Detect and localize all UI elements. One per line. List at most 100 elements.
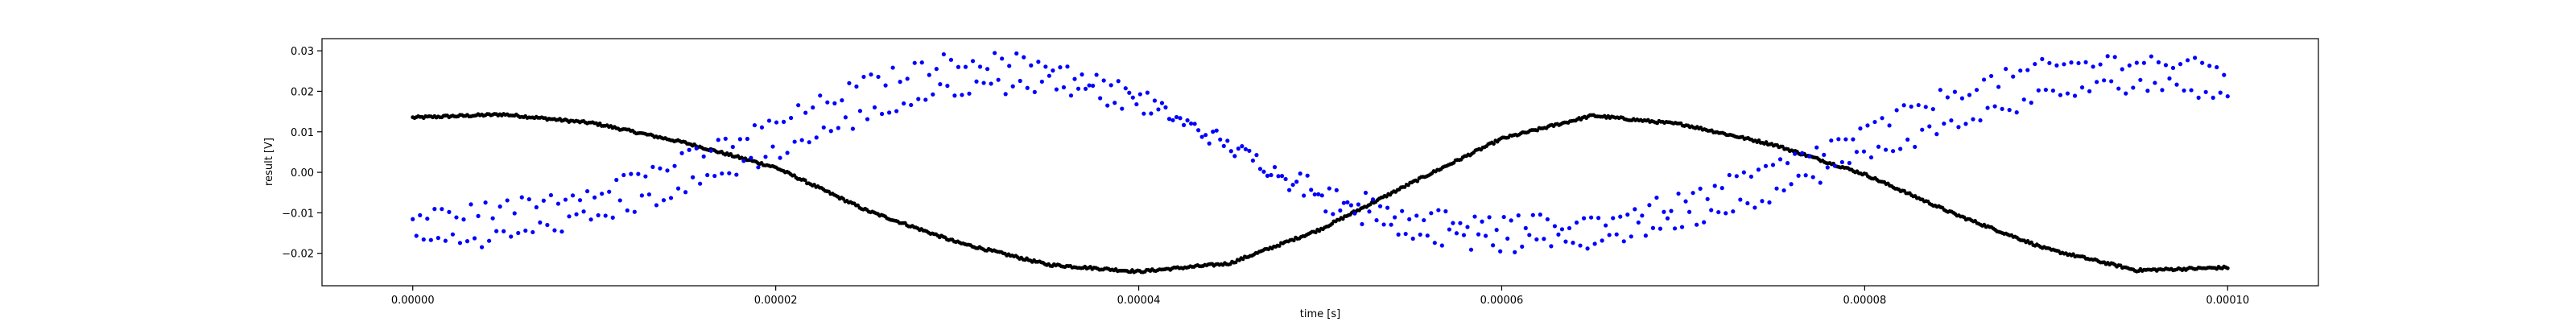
x-axis-label: time [s] [1300,308,1340,320]
x-tick-label: 0.00006 [1480,295,1524,307]
data-point [2095,80,2099,85]
data-point [799,138,804,142]
data-point [1574,220,1579,225]
data-point [1600,238,1604,243]
data-point [1516,213,1521,218]
data-point [872,105,877,110]
data-point [1592,241,1597,246]
data-point [421,237,426,242]
data-point [625,208,630,213]
data-point [418,213,423,217]
data-point [1752,205,1757,210]
data-point [861,74,866,80]
data-point [632,209,637,214]
data-point [996,77,1001,82]
data-point [1199,134,1204,139]
data-point [934,67,939,72]
data-point [814,135,819,140]
data-point [1313,230,1318,235]
data-point [1538,213,1542,217]
data-point [559,229,564,234]
axes-frame [321,38,2319,287]
data-point [2021,97,2026,102]
data-point [956,64,961,69]
data-point [1559,227,1565,232]
data-point [1046,73,1051,78]
data-point [1657,226,1663,231]
data-point [1898,146,1903,151]
data-point [1400,208,1405,213]
data-point [581,209,586,214]
data-point [1291,238,1296,243]
data-point [584,188,590,194]
data-point [487,238,492,243]
data-point [821,125,826,130]
data-point [2225,94,2230,99]
data-point [2079,85,2085,90]
data-point [516,230,521,236]
data-point [1130,95,1135,100]
data-point [985,67,990,72]
data-point [1581,216,1587,221]
y-tick-label: −0.02 [282,249,314,261]
data-point [1552,224,1558,229]
data-point [658,166,663,171]
data-point [857,109,863,113]
data-point [1672,226,1678,231]
data-point [1505,236,1510,241]
data-point [1527,233,1532,237]
data-point [2182,88,2186,93]
data-point [2072,93,2078,98]
data-point [1847,160,1852,166]
data-point [2120,67,2124,72]
data-point [1228,149,1233,154]
data-point [1166,117,1172,122]
data-point [1571,241,1575,246]
data-point [570,193,576,198]
data-point [1367,209,1372,214]
data-point [1777,157,1783,162]
data-point [1065,64,1070,69]
data-point [865,117,870,122]
data-point [1396,232,1401,237]
data-point [1192,122,1197,126]
data-point [1905,137,1910,142]
data-point [1261,169,1266,174]
data-point [1149,111,1154,116]
data-point [1868,155,1874,160]
data-point [1996,85,2001,89]
data-point [1793,151,1798,156]
data-point [534,204,539,210]
data-point [923,97,928,102]
x-tick-label: 0.00002 [754,295,798,307]
data-point [1363,190,1368,196]
data-point [1800,151,1805,155]
data-point [705,172,710,178]
data-point [737,137,742,142]
data-point [941,52,946,57]
data-point [1690,191,1695,196]
data-point [752,122,758,128]
data-point [1767,200,1772,205]
data-point [675,186,681,191]
data-point [2124,91,2128,96]
x-axis-ticks: 0.00000 0.00002 0.00004 0.00006 0.00008 0.000… [391,286,2249,307]
data-point [890,65,895,70]
data-layer [411,51,2230,274]
data-point [2083,60,2088,64]
data-point [716,138,720,142]
data-point [2167,76,2172,81]
data-point [2225,266,2230,270]
data-point [1345,200,1350,204]
data-point [967,91,972,96]
data-point [1010,84,1015,89]
data-point [2098,62,2103,67]
data-point [698,181,703,186]
data-point [1719,186,1724,191]
data-point [1087,83,1092,88]
data-point [490,216,495,221]
data-point [1643,233,1648,238]
data-point [1003,92,1008,97]
data-point [610,215,615,220]
data-point [1818,180,1823,185]
